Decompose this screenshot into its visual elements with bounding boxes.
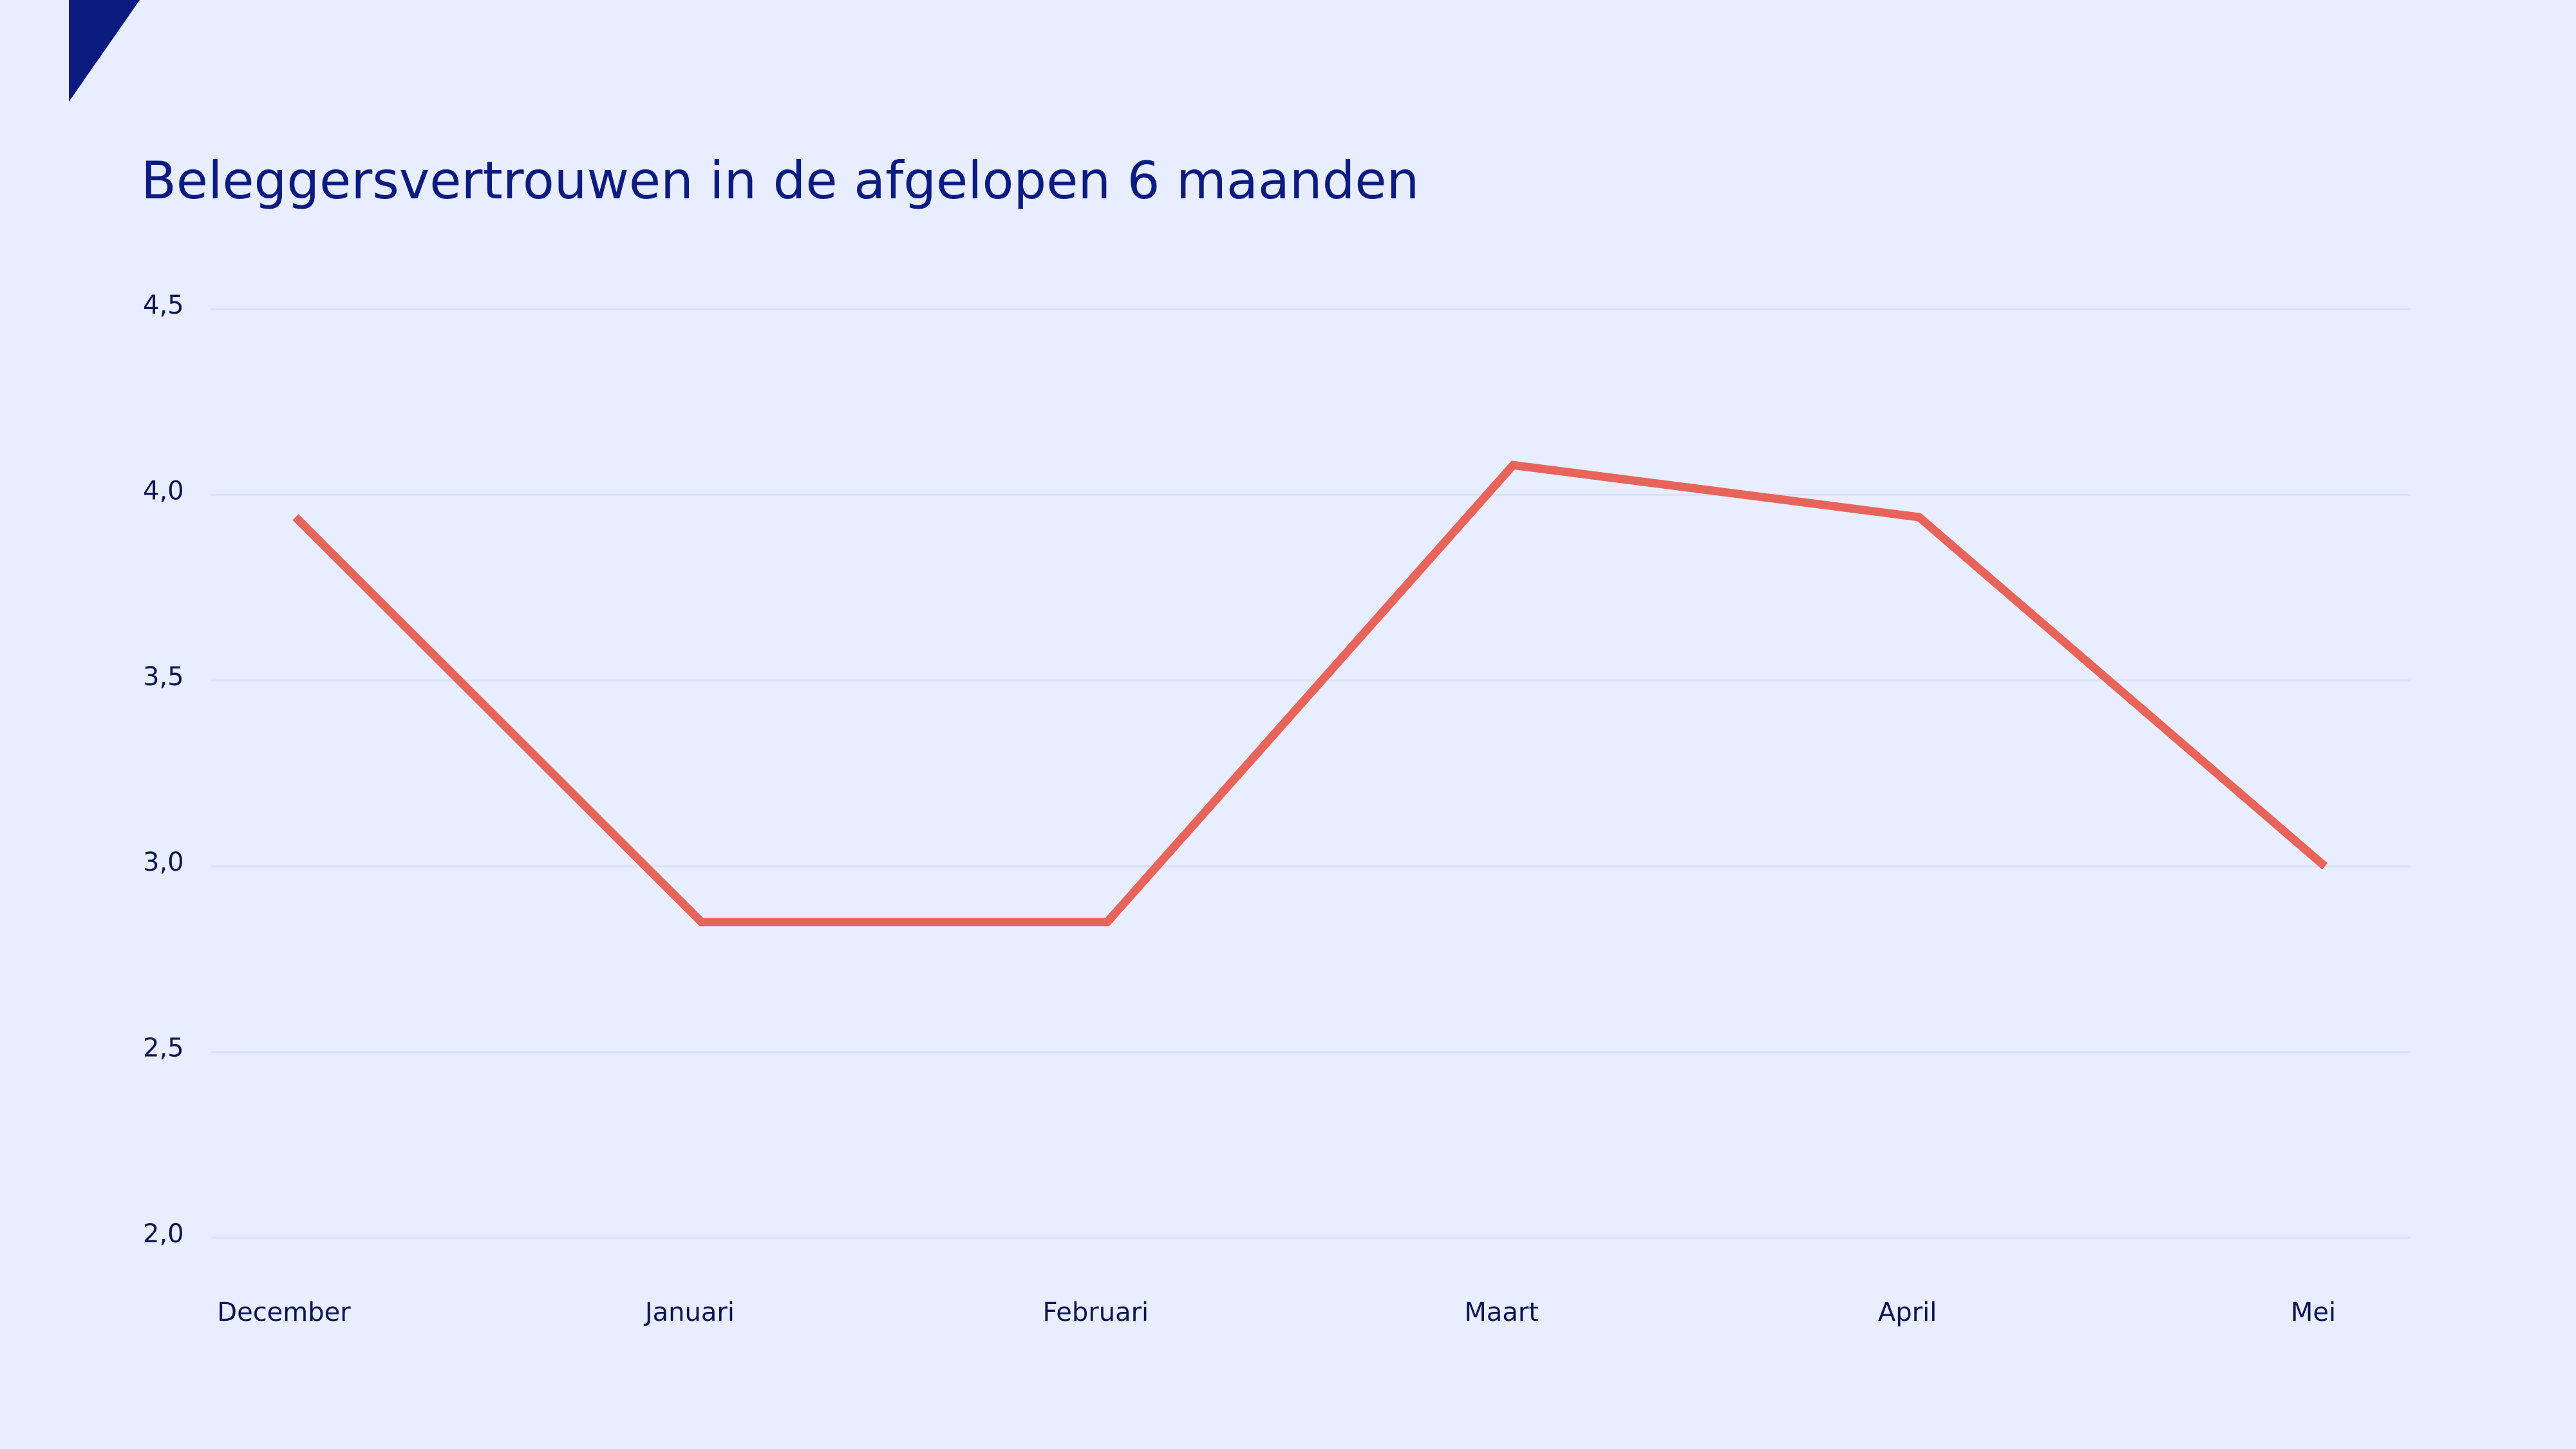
x-tick-label: Februari bbox=[1042, 1298, 1149, 1327]
y-tick-label: 4,5 bbox=[143, 290, 184, 320]
x-tick-label: Januari bbox=[643, 1298, 735, 1327]
y-tick-label: 3,0 bbox=[143, 848, 184, 877]
y-tick-label: 3,5 bbox=[143, 662, 184, 692]
x-tick-label: Maart bbox=[1464, 1298, 1539, 1327]
data-line bbox=[292, 460, 2328, 927]
y-tick-label: 2,5 bbox=[143, 1034, 184, 1063]
x-tick-label: Mei bbox=[2291, 1298, 2336, 1327]
corner-accent bbox=[69, 0, 140, 102]
x-tick-label: April bbox=[1878, 1298, 1937, 1327]
y-tick-label: 2,0 bbox=[143, 1219, 184, 1249]
chart-title: Beleggersvertrouwen in de afgelopen 6 ma… bbox=[141, 151, 1419, 211]
x-tick-label: December bbox=[217, 1298, 351, 1327]
y-tick-label: 4,0 bbox=[143, 476, 184, 506]
